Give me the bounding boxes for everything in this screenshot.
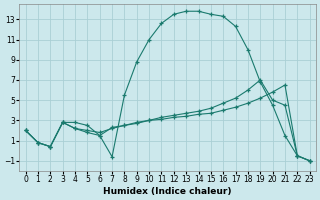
X-axis label: Humidex (Indice chaleur): Humidex (Indice chaleur) [103, 187, 232, 196]
